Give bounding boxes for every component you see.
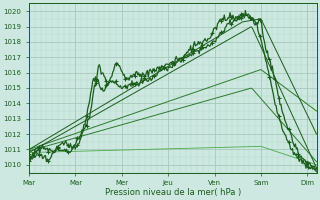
X-axis label: Pression niveau de la mer( hPa ): Pression niveau de la mer( hPa ) [105, 188, 241, 197]
